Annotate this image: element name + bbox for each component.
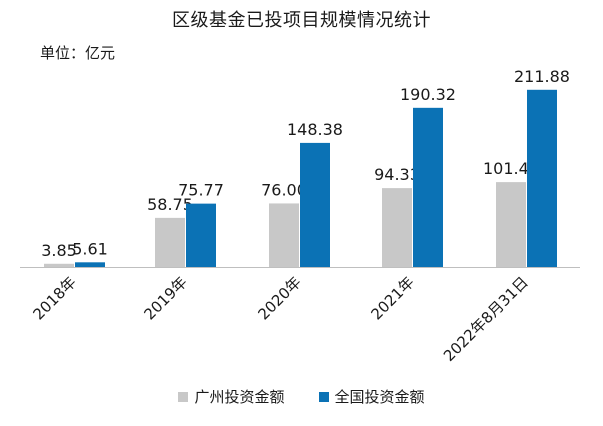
legend-label-national: 全国投资金额	[334, 388, 425, 406]
data-label-guangzhou-3: 94.33	[374, 165, 420, 184]
legend-item-national: 全国投资金额	[318, 386, 425, 407]
bar-guangzhou-2	[269, 203, 299, 267]
bar-national-2	[300, 142, 330, 267]
data-label-national-2: 148.38	[287, 120, 343, 139]
unit-label: 单位：亿元	[40, 44, 116, 62]
x-tick-label-3: 2021年	[367, 273, 417, 323]
bar-national-4	[527, 89, 557, 267]
bar-national-0	[75, 262, 105, 267]
data-label-national-0: 5.61	[72, 239, 108, 258]
data-label-national-4: 211.88	[514, 67, 570, 86]
data-label-guangzhou-4: 101.49	[483, 159, 539, 178]
bar-guangzhou-1	[155, 217, 185, 267]
data-label-guangzhou-1: 58.75	[147, 195, 193, 214]
data-label-guangzhou-0: 3.85	[41, 241, 77, 260]
x-tick-label-0: 2018年	[29, 273, 79, 323]
legend-item-guangzhou: 广州投资金额	[178, 386, 285, 407]
x-tick-label-4: 2022年8月31日	[440, 273, 532, 365]
data-label-national-3: 190.32	[400, 85, 456, 104]
x-tick-label-1: 2019年	[140, 273, 190, 323]
legend: 广州投资金额 全国投资金额	[0, 386, 603, 407]
x-tick-label-2: 2020年	[254, 273, 304, 323]
legend-swatch-national	[318, 391, 329, 402]
bar-guangzhou-0	[44, 263, 74, 267]
bar-national-3	[413, 107, 443, 267]
data-label-guangzhou-2: 76.00	[261, 180, 307, 199]
bar-guangzhou-4	[496, 182, 526, 267]
chart-title: 区级基金已投项目规模情况统计	[172, 10, 431, 31]
data-label-national-1: 75.77	[178, 181, 224, 200]
legend-label-guangzhou: 广州投资金额	[194, 388, 285, 406]
bar-national-1	[186, 203, 216, 267]
legend-swatch-guangzhou	[178, 391, 189, 402]
bar-guangzhou-3	[382, 188, 412, 267]
